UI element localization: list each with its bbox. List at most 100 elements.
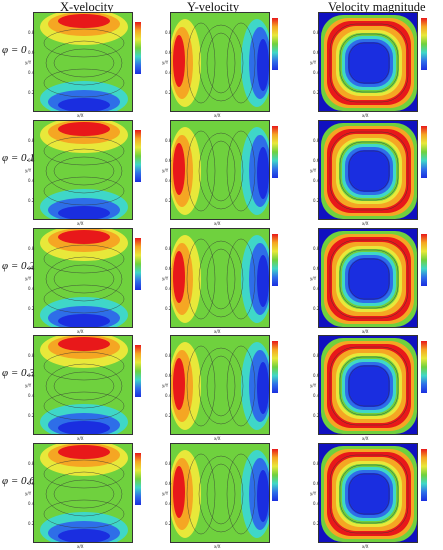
color-legend bbox=[135, 453, 141, 505]
y-tick-label: 0.2 bbox=[28, 521, 35, 526]
y-tick-label: 0.4 bbox=[313, 70, 320, 75]
x-axis-label: x/X bbox=[214, 436, 221, 441]
y-axis-label: y/Y bbox=[162, 383, 169, 388]
y-tick-label: 0.8 bbox=[28, 246, 35, 251]
y-tick-label: 0.4 bbox=[28, 501, 35, 506]
x-axis-label: x/X bbox=[362, 436, 369, 441]
color-legend bbox=[135, 345, 141, 397]
contour-panel-velocity-magnitude bbox=[318, 335, 418, 435]
y-axis-label: y/Y bbox=[310, 60, 317, 65]
x-axis-label: x/X bbox=[77, 221, 84, 226]
y-tick-label: 0.2 bbox=[28, 413, 35, 418]
y-tick-label: 0.2 bbox=[313, 413, 320, 418]
color-legend bbox=[421, 126, 427, 178]
y-tick-label: 0.4 bbox=[165, 70, 172, 75]
y-tick-label: 0.6 bbox=[165, 50, 172, 55]
x-axis-label: x/X bbox=[77, 436, 84, 441]
contour-panel-x-velocity bbox=[33, 228, 133, 328]
contour-plot bbox=[34, 444, 132, 542]
y-tick-label: 0.6 bbox=[28, 373, 35, 378]
y-tick-label: 0.8 bbox=[165, 353, 172, 358]
y-tick-label: 0.2 bbox=[313, 90, 320, 95]
y-tick-label: 0.2 bbox=[165, 306, 172, 311]
color-legend bbox=[421, 449, 427, 501]
x-axis-label: x/X bbox=[77, 113, 84, 118]
x-axis-label: x/X bbox=[362, 221, 369, 226]
y-tick-label: 0.2 bbox=[313, 198, 320, 203]
y-tick-label: 0.4 bbox=[28, 70, 35, 75]
y-tick-label: 0.8 bbox=[313, 138, 320, 143]
y-tick-label: 0.6 bbox=[165, 266, 172, 271]
y-tick-label: 0.6 bbox=[313, 373, 320, 378]
column-title-velocity-magnitude: Velocity magnitude bbox=[328, 0, 426, 14]
contour-plot bbox=[34, 336, 132, 434]
phi-label: φ = 0.6 bbox=[2, 475, 35, 487]
color-legend bbox=[272, 18, 278, 70]
y-tick-label: 0.4 bbox=[28, 178, 35, 183]
y-tick-label: 0.4 bbox=[165, 501, 172, 506]
y-tick-label: 0.8 bbox=[165, 246, 172, 251]
color-legend bbox=[421, 234, 427, 286]
y-tick-label: 0.4 bbox=[165, 178, 172, 183]
y-tick-label: 0.8 bbox=[28, 138, 35, 143]
y-tick-label: 0.4 bbox=[313, 393, 320, 398]
color-legend bbox=[421, 341, 427, 393]
y-axis-label: y/Y bbox=[162, 276, 169, 281]
y-tick-label: 0.6 bbox=[28, 481, 35, 486]
y-tick-label: 0.4 bbox=[313, 286, 320, 291]
x-axis-label: x/X bbox=[214, 221, 221, 226]
y-axis-label: y/Y bbox=[25, 491, 32, 496]
y-tick-label: 0.2 bbox=[313, 306, 320, 311]
contour-plot bbox=[319, 444, 417, 542]
y-tick-label: 0.2 bbox=[165, 521, 172, 526]
y-tick-label: 0.2 bbox=[28, 198, 35, 203]
y-tick-label: 0.8 bbox=[313, 353, 320, 358]
contour-panel-velocity-magnitude bbox=[318, 12, 418, 112]
phi-label: φ = 0.2 bbox=[2, 260, 35, 272]
contour-plot bbox=[319, 336, 417, 434]
y-axis-label: y/Y bbox=[25, 276, 32, 281]
y-tick-label: 0.8 bbox=[313, 246, 320, 251]
y-tick-label: 0.8 bbox=[165, 30, 172, 35]
y-axis-label: y/Y bbox=[162, 60, 169, 65]
y-axis-label: y/Y bbox=[310, 168, 317, 173]
y-tick-label: 0.8 bbox=[28, 30, 35, 35]
contour-plot bbox=[319, 13, 417, 111]
y-axis-label: y/Y bbox=[310, 276, 317, 281]
contour-plot bbox=[319, 229, 417, 327]
contour-plot bbox=[171, 13, 269, 111]
x-axis-label: x/X bbox=[362, 544, 369, 549]
y-tick-label: 0.6 bbox=[165, 481, 172, 486]
x-axis-label: x/X bbox=[362, 329, 369, 334]
y-tick-label: 0.6 bbox=[165, 373, 172, 378]
y-tick-label: 0.4 bbox=[313, 501, 320, 506]
x-axis-label: x/X bbox=[362, 113, 369, 118]
color-legend bbox=[135, 238, 141, 290]
x-axis-label: x/X bbox=[77, 544, 84, 549]
contour-panel-y-velocity bbox=[170, 12, 270, 112]
contour-plot bbox=[171, 444, 269, 542]
y-tick-label: 0.4 bbox=[165, 393, 172, 398]
x-axis-label: x/X bbox=[214, 113, 221, 118]
y-tick-label: 0.2 bbox=[28, 306, 35, 311]
y-tick-label: 0.4 bbox=[165, 286, 172, 291]
y-tick-label: 0.2 bbox=[165, 198, 172, 203]
contour-panel-velocity-magnitude bbox=[318, 443, 418, 543]
contour-panel-y-velocity bbox=[170, 335, 270, 435]
y-tick-label: 0.6 bbox=[313, 50, 320, 55]
y-tick-label: 0.2 bbox=[28, 90, 35, 95]
x-axis-label: x/X bbox=[77, 329, 84, 334]
contour-plot bbox=[171, 229, 269, 327]
contour-panel-x-velocity bbox=[33, 120, 133, 220]
y-tick-label: 0.4 bbox=[28, 286, 35, 291]
color-legend bbox=[272, 126, 278, 178]
y-tick-label: 0.8 bbox=[313, 461, 320, 466]
y-axis-label: y/Y bbox=[162, 491, 169, 496]
contour-panel-y-velocity bbox=[170, 443, 270, 543]
contour-panel-velocity-magnitude bbox=[318, 228, 418, 328]
y-tick-label: 0.2 bbox=[165, 90, 172, 95]
x-axis-label: x/X bbox=[214, 544, 221, 549]
y-axis-label: y/Y bbox=[25, 383, 32, 388]
y-axis-label: y/Y bbox=[310, 491, 317, 496]
y-axis-label: y/Y bbox=[162, 168, 169, 173]
